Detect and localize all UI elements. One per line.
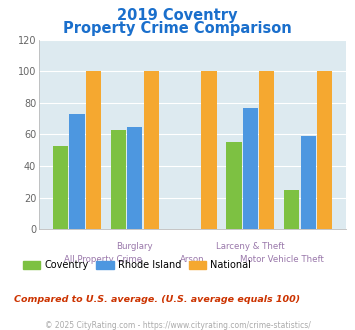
Bar <box>70 114 84 229</box>
Bar <box>317 71 332 229</box>
Text: © 2025 CityRating.com - https://www.cityrating.com/crime-statistics/: © 2025 CityRating.com - https://www.city… <box>45 321 310 330</box>
Text: Larceny & Theft: Larceny & Theft <box>216 242 285 251</box>
Bar <box>243 108 258 229</box>
Bar <box>127 127 142 229</box>
Text: 2019 Coventry: 2019 Coventry <box>117 8 238 23</box>
Bar <box>259 71 274 229</box>
Text: Arson: Arson <box>180 255 205 264</box>
Bar <box>201 71 217 229</box>
Bar <box>111 130 126 229</box>
Legend: Coventry, Rhode Island, National: Coventry, Rhode Island, National <box>19 256 255 274</box>
Bar <box>301 136 316 229</box>
Text: Burglary: Burglary <box>116 242 153 251</box>
Bar <box>226 142 241 229</box>
Bar <box>144 71 159 229</box>
Bar <box>284 190 299 229</box>
Text: All Property Crime: All Property Crime <box>64 255 142 264</box>
Bar <box>53 146 68 229</box>
Bar <box>86 71 101 229</box>
Text: Compared to U.S. average. (U.S. average equals 100): Compared to U.S. average. (U.S. average … <box>14 295 300 304</box>
Text: Motor Vehicle Theft: Motor Vehicle Theft <box>240 255 324 264</box>
Text: Property Crime Comparison: Property Crime Comparison <box>63 21 292 36</box>
